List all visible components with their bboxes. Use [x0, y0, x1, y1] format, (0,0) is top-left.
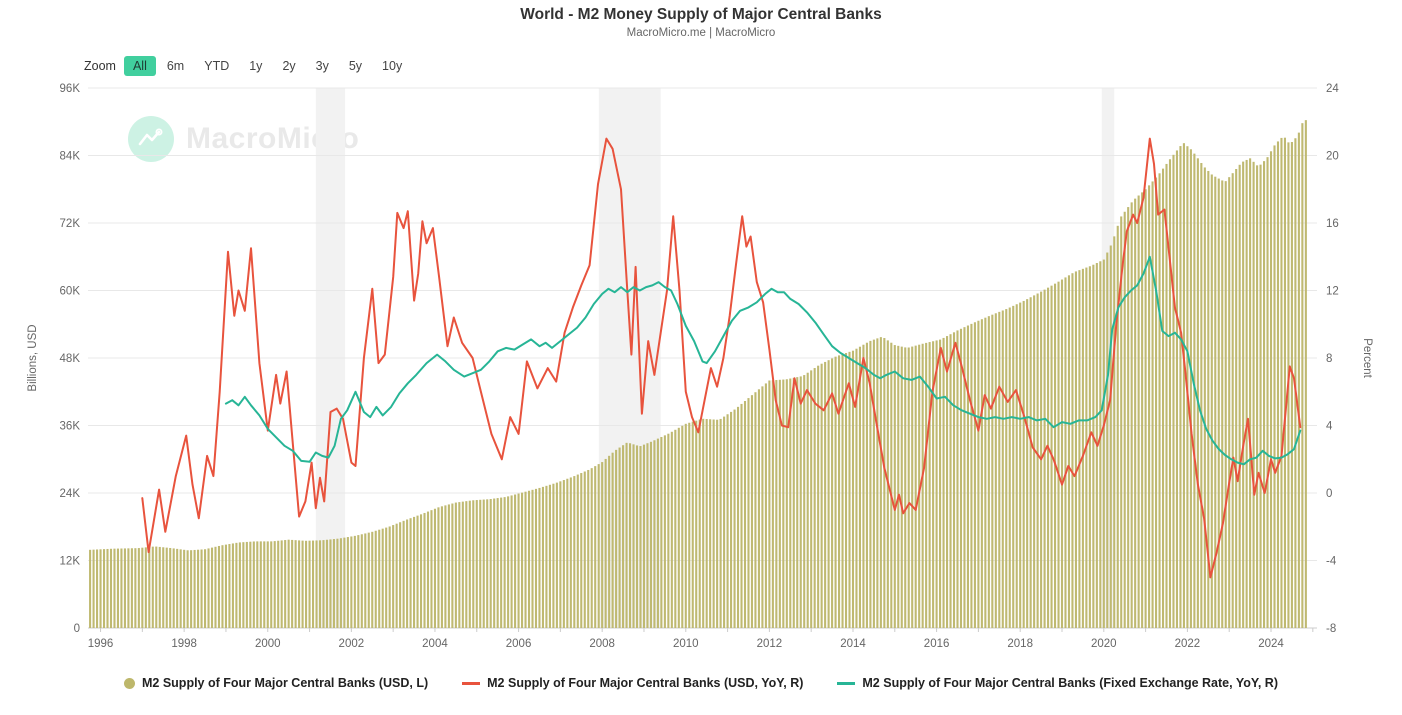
zoom-range-buttons: All 6m YTD 1y 2y 3y 5y 10y — [123, 56, 411, 76]
x-axis-label: 2014 — [840, 638, 866, 650]
right-axis-tick: 20 — [1326, 151, 1339, 163]
right-axis-tick: 4 — [1326, 421, 1333, 433]
line-series-m2-yoy — [141, 137, 1302, 579]
legend-label-1: M2 Supply of Four Major Central Banks (U… — [487, 676, 804, 690]
legend-marker-1 — [462, 681, 481, 685]
zoom-label: Zoom — [84, 59, 116, 73]
x-axis-label: 2018 — [1007, 638, 1033, 650]
legend-label-2: M2 Supply of Four Major Central Banks (F… — [862, 676, 1278, 690]
x-axis-label: 2006 — [506, 638, 532, 650]
zoom-toolbar: Zoom All 6m YTD 1y 2y 3y 5y 10y — [84, 56, 411, 76]
page-subtitle: MacroMicro.me | MacroMicro — [626, 27, 776, 39]
left-axis-title: Billions, USD — [27, 324, 39, 391]
zoom-range-3y[interactable]: 3y — [315, 59, 329, 73]
left-axis-tick: 0 — [74, 623, 80, 635]
x-axis-label: 2022 — [1175, 638, 1201, 650]
right-axis-title: Percent — [1361, 338, 1373, 378]
legend-marker-0 — [124, 677, 135, 689]
right-axis-tick: -4 — [1326, 556, 1337, 568]
right-axis-tick: -8 — [1326, 623, 1336, 635]
zoom-range-1y[interactable]: 1y — [249, 59, 263, 73]
legend-item-1[interactable]: M2 Supply of Four Major Central Banks (U… — [462, 676, 803, 690]
zoom-range-ytd[interactable]: YTD — [204, 59, 230, 73]
x-axis-label: 2008 — [589, 638, 615, 650]
right-axis-tick: 8 — [1326, 353, 1332, 365]
right-axis-tick: 12 — [1326, 286, 1339, 298]
left-axis-tick: 96K — [60, 83, 81, 95]
x-axis-label: 1998 — [171, 638, 197, 650]
x-axis-label: 2000 — [255, 638, 281, 650]
right-axis-tick: 24 — [1326, 83, 1339, 95]
left-axis-tick: 24K — [60, 488, 81, 500]
x-axis-label: 2016 — [924, 638, 950, 650]
x-axis-label: 2012 — [757, 638, 783, 650]
left-axis-tick: 48K — [60, 353, 81, 365]
zoom-range-all[interactable]: All — [123, 56, 156, 76]
legend-item-0[interactable]: M2 Supply of Four Major Central Banks (U… — [124, 676, 428, 690]
zoom-range-2y[interactable]: 2y — [282, 59, 296, 73]
left-axis-tick: 36K — [60, 421, 81, 433]
zoom-range-6m[interactable]: 6m — [166, 59, 185, 73]
x-axis-label: 2020 — [1091, 638, 1117, 650]
right-axis-tick: 0 — [1326, 488, 1332, 500]
left-axis-tick: 12K — [60, 556, 81, 568]
x-axis-label: 2010 — [673, 638, 699, 650]
zoom-range-10y[interactable]: 10y — [382, 59, 403, 73]
x-axis-label: 2004 — [422, 638, 448, 650]
left-axis-tick: 84K — [60, 151, 81, 163]
left-axis-tick: 60K — [60, 286, 81, 298]
legend-item-2[interactable]: M2 Supply of Four Major Central Banks (F… — [837, 676, 1278, 690]
x-axis-label: 1996 — [88, 638, 114, 650]
line-series-m2-fx-yoy — [224, 255, 1302, 466]
legend-label-0: M2 Supply of Four Major Central Banks (U… — [142, 676, 429, 690]
x-axis-label: 2002 — [339, 638, 365, 650]
right-axis-tick: 16 — [1326, 218, 1339, 230]
page-title: World - M2 Money Supply of Major Central… — [520, 6, 882, 23]
x-axis-label: 2024 — [1258, 638, 1284, 650]
chart-legend: M2 Supply of Four Major Central Banks (U… — [0, 676, 1402, 690]
bar-series-m2-usd — [89, 120, 1307, 629]
zoom-range-5y[interactable]: 5y — [348, 59, 363, 73]
left-axis-tick: 72K — [60, 218, 81, 230]
legend-marker-2 — [837, 681, 856, 685]
